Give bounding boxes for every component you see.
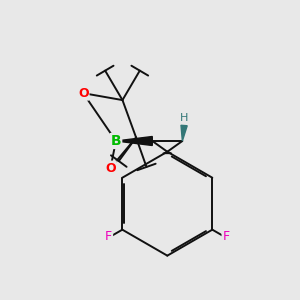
Text: F: F <box>223 230 230 243</box>
Text: F: F <box>105 230 112 243</box>
Polygon shape <box>181 125 187 141</box>
Text: H: H <box>180 113 188 124</box>
Text: B: B <box>111 134 121 148</box>
Text: O: O <box>78 87 88 100</box>
Polygon shape <box>163 152 172 154</box>
Text: O: O <box>105 161 116 175</box>
Polygon shape <box>116 136 152 146</box>
